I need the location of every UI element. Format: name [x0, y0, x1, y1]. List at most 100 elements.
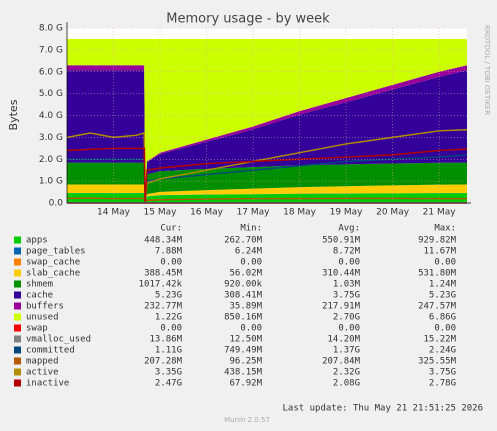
legend-value: 308.41M — [224, 291, 263, 301]
legend-name: committed — [26, 346, 75, 356]
footer: Last update: Thu May 21 21:51:25 2026 — [283, 404, 483, 414]
area — [67, 70, 467, 195]
legend-swatch — [14, 335, 21, 343]
legend-value: 2.32G — [333, 368, 360, 378]
side-label: RRDTOOL / TOBI OETIKER — [483, 25, 491, 115]
legend-value: 388.45M — [144, 269, 183, 279]
y-tick-label: 1.0 G — [39, 177, 63, 187]
y-tick-label: 0.0 — [49, 199, 64, 209]
x-tick-label: 20 May — [376, 208, 410, 218]
legend-value: 0.00 — [240, 324, 262, 334]
area — [67, 65, 467, 195]
y-tick-label: 6.0 G — [39, 67, 63, 77]
area — [67, 184, 467, 201]
x-tick-label: 14 May — [97, 208, 131, 218]
legend-name: apps — [26, 236, 48, 246]
legend-value: 1017.42k — [139, 280, 183, 290]
legend-value: 550.91M — [322, 236, 361, 246]
legend-value: 0.00 — [434, 258, 456, 268]
legend-header: Cur: — [160, 224, 182, 234]
legend-swatch — [14, 269, 21, 277]
x-tick-label: 19 May — [330, 208, 364, 218]
legend-name: unused — [26, 313, 59, 323]
legend-value: 448.34M — [144, 236, 183, 246]
legend-value: 1.03M — [333, 280, 361, 290]
legend-value: 96.25M — [229, 357, 262, 367]
x-tick-label: 21 May — [423, 208, 457, 218]
legend-header: Max: — [434, 224, 456, 234]
legend-value: 7.88M — [155, 247, 183, 257]
legend-swatch — [14, 357, 21, 365]
legend-value: 531.80M — [418, 269, 457, 279]
legend-header: Min: — [240, 224, 262, 234]
legend-value: 438.15M — [224, 368, 263, 378]
legend-value: 325.55M — [418, 357, 457, 367]
x-tick-label: 18 May — [283, 208, 317, 218]
area — [67, 162, 467, 200]
area — [67, 38, 467, 195]
legend-value: 310.44M — [322, 269, 361, 279]
y-axis-label: Bytes — [7, 99, 20, 130]
legend-value: 5.23G — [155, 291, 182, 301]
y-tick-label: 8.0 G — [39, 24, 63, 34]
legend-value: 929.82M — [418, 236, 457, 246]
legend-swatch — [14, 368, 21, 376]
legend-value: 217.91M — [322, 302, 361, 312]
legend-value: 2.24G — [429, 346, 456, 356]
legend-value: 5.23G — [429, 291, 456, 301]
legend-swatch — [14, 346, 21, 354]
legend-name: mapped — [26, 357, 59, 367]
legend-value: 3.35G — [155, 368, 182, 378]
legend-name: page_tables — [26, 247, 86, 257]
legend-swatch — [14, 291, 21, 299]
legend-name: shmem — [26, 280, 53, 290]
legend-value: 56.02M — [229, 269, 262, 279]
legend-name: active — [26, 368, 59, 378]
legend-value: 232.77M — [144, 302, 183, 312]
legend-header: Avg: — [338, 224, 360, 234]
legend-value: 0.00 — [338, 258, 360, 268]
legend-name: swap — [26, 324, 48, 334]
legend-value: 1.37G — [333, 346, 360, 356]
legend-swatch — [14, 236, 21, 244]
legend-value: 14.20M — [327, 335, 360, 345]
legend-value: 920.00k — [224, 280, 263, 290]
legend-swatch — [14, 302, 21, 310]
x-tick-label: 16 May — [190, 208, 224, 218]
legend-value: 6.24M — [235, 247, 263, 257]
version: Munin 2.0.57 — [224, 416, 270, 424]
legend-value: 0.00 — [160, 324, 182, 334]
y-tick-label: 4.0 G — [39, 111, 63, 121]
legend-value: 15.22M — [423, 335, 456, 345]
legend-value: 6.86G — [429, 313, 456, 323]
axes: 0.0 1.0 G 2.0 G 3.0 G 4.0 G 5.0 G 6.0 G 7.0 G 8.… — [39, 22, 471, 218]
legend-value: 207.28M — [144, 357, 183, 367]
legend-value: 262.70M — [224, 236, 263, 246]
plot — [66, 38, 468, 204]
legend-value: 13.86M — [149, 335, 182, 345]
legend-value: 35.89M — [229, 302, 262, 312]
legend-value: 12.50M — [229, 335, 262, 345]
legend-value: 1.24M — [429, 280, 457, 290]
legend-swatch — [14, 313, 21, 321]
chart-title: Memory usage - by week — [166, 12, 330, 27]
legend-value: 1.22G — [155, 313, 182, 323]
legend-value: 3.75G — [429, 368, 456, 378]
legend-value: 67.92M — [229, 379, 262, 389]
legend-swatch — [14, 247, 21, 255]
line — [66, 147, 468, 202]
legend-value: 1.11G — [155, 346, 182, 356]
legend-name: swap_cache — [26, 258, 80, 268]
legend-swatch — [14, 324, 21, 332]
legend-name: cache — [26, 291, 53, 301]
legend-name: slab_cache — [26, 269, 80, 279]
legend-value: 2.70G — [333, 313, 360, 323]
legend-value: 11.67M — [423, 247, 456, 257]
legend-swatch — [14, 258, 21, 266]
legend-value: 3.75G — [333, 291, 360, 301]
legend-name: inactive — [26, 379, 69, 389]
y-tick-label: 2.0 G — [39, 155, 63, 165]
x-tick-label: 15 May — [144, 208, 178, 218]
